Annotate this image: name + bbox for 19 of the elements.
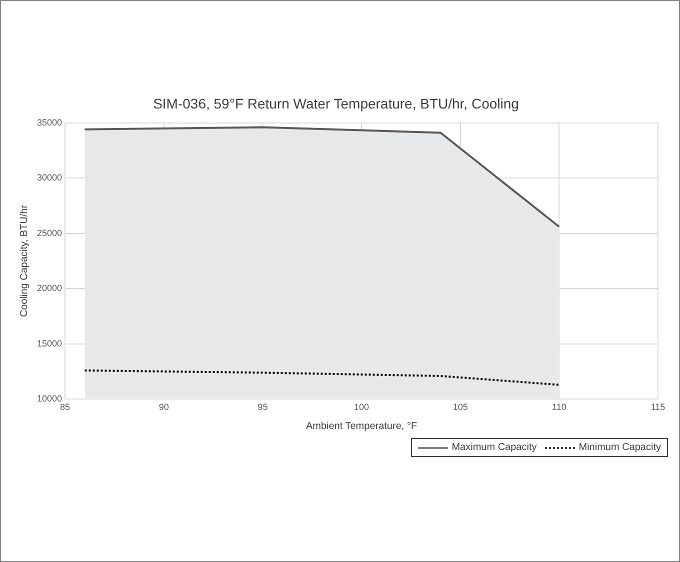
- x-axis-title: Ambient Temperature, °F: [306, 420, 418, 432]
- y-tick-label: 20000: [36, 283, 62, 294]
- legend-label: Maximum Capacity: [452, 442, 537, 453]
- y-axis-title: Cooling Capacity, BTU/hr: [18, 204, 30, 318]
- x-tick-label: 85: [60, 402, 70, 412]
- y-tick-label: 30000: [36, 172, 62, 183]
- line-series: [84, 369, 560, 386]
- y-tick-label: 35000: [36, 117, 62, 128]
- y-tick-label: 15000: [36, 338, 62, 348]
- x-tick-label: 95: [258, 402, 268, 412]
- x-tick-label: 105: [452, 402, 468, 412]
- chart-title: SIM-036, 59°F Return Water Temperature, BTU/hr, Cooling: [153, 95, 519, 112]
- x-tick-label: 110: [552, 402, 566, 412]
- y-tick-label: 10000: [36, 394, 62, 404]
- x-tick-label: 90: [158, 402, 169, 412]
- x-tick-label: 100: [354, 402, 370, 412]
- legend-label: Minimum Capacity: [578, 442, 661, 453]
- y-tick-label: 25000: [36, 228, 62, 238]
- x-tick-label: 115: [650, 402, 666, 412]
